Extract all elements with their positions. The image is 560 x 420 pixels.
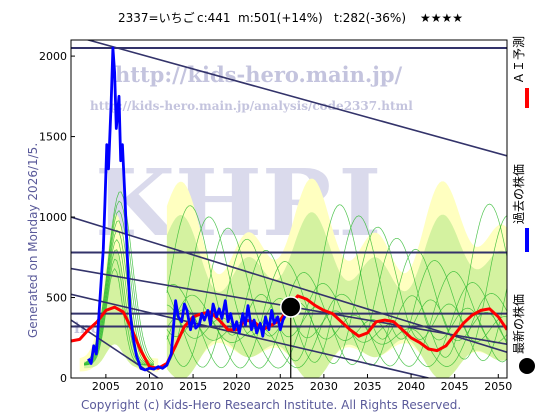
y-tick-label: 1500 [39, 131, 67, 144]
legend: ＡＩ予測 過去の株価 最新の株価 [511, 36, 535, 374]
x-tick-label: 2025 [266, 380, 294, 393]
generated-date: Generated on Monday 2026/1/5. [26, 143, 40, 338]
trend-line [85, 40, 507, 157]
x-axis: 2005 2010 2015 2020 2025 2030 2035 2040 2045 2050 [92, 374, 512, 393]
y-tick-label: 500 [46, 292, 67, 305]
watermark-url: http://kids-hero.main.jp/ [115, 62, 403, 87]
legend-item-history: 過去の株価 [511, 164, 529, 252]
x-tick-label: 2005 [92, 380, 120, 393]
latest-legend-dot [519, 358, 535, 374]
x-tick-label: 2020 [223, 380, 251, 393]
watermark-logo: KHRI [95, 149, 381, 257]
rating-stars: ★★★★ [420, 11, 463, 25]
x-tick-label: 2040 [397, 380, 425, 393]
trend-line [71, 216, 507, 354]
watermark-analysis-url: http://kids-hero.main.jp/analysis/code23… [90, 99, 413, 113]
chart-header: 2337=いちご c:441 m:501(+14%) t:282(-36%) ★… [118, 10, 463, 25]
historical-price-line [87, 46, 292, 372]
x-tick-label: 2030 [310, 380, 338, 393]
band-line [166, 282, 507, 369]
x-tick-label: 2045 [441, 380, 469, 393]
forecast-legend-label: ＡＩ予測 [512, 36, 526, 84]
history-legend-label: 過去の株価 [511, 164, 526, 224]
y-tick-label: 1000 [39, 211, 67, 224]
legend-item-latest: 最新の株価 [511, 294, 535, 374]
ticker-label: 2337=いちご [118, 10, 195, 25]
y-tick-label: 2000 [39, 50, 67, 63]
current-price: c:441 [197, 11, 231, 25]
x-tick-label: 2050 [484, 380, 512, 393]
y-axis: 0 500 1000 1500 2000 [39, 50, 75, 385]
x-tick-label: 2035 [353, 380, 381, 393]
band-line-early [84, 249, 154, 366]
latest-price-marker [279, 296, 302, 378]
band-line-early [84, 258, 154, 366]
target-price: t:282(-36%) [334, 11, 406, 25]
band-line [166, 260, 507, 369]
latest-legend-label: 最新の株価 [511, 294, 526, 354]
band-line [166, 215, 507, 366]
band-line [166, 226, 507, 367]
legend-item-forecast: ＡＩ予測 [512, 36, 529, 108]
band-line [166, 271, 507, 369]
y-tick-label: 0 [60, 372, 67, 385]
band-line-early [84, 267, 154, 366]
x-tick-label: 2015 [179, 380, 207, 393]
plot-frame [70, 39, 508, 379]
mid-target: m:501(+14%) [238, 11, 323, 25]
copyright: Copyright (c) Kids-Hero Research Institu… [81, 398, 461, 412]
band-line [166, 293, 507, 369]
x-tick-label: 2010 [135, 380, 163, 393]
latest-price-dot [279, 296, 302, 318]
